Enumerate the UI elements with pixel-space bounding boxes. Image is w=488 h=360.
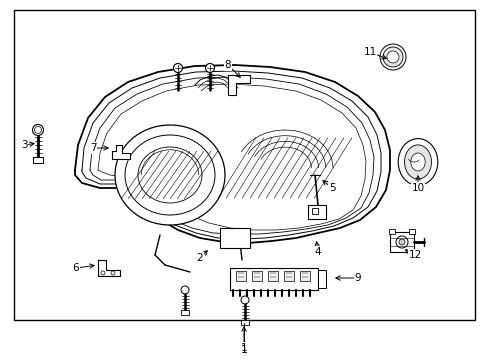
Circle shape bbox=[398, 239, 404, 245]
Bar bbox=[307, 205, 325, 219]
Polygon shape bbox=[90, 77, 373, 234]
Text: 10: 10 bbox=[410, 183, 424, 193]
Text: 4: 4 bbox=[314, 247, 321, 257]
Text: 8: 8 bbox=[224, 60, 231, 70]
Circle shape bbox=[395, 236, 407, 248]
Circle shape bbox=[101, 271, 105, 275]
Text: 9: 9 bbox=[354, 273, 361, 283]
Bar bbox=[236, 271, 245, 281]
Bar bbox=[389, 232, 413, 252]
Bar bbox=[241, 320, 248, 325]
Text: 12: 12 bbox=[407, 250, 421, 260]
Bar bbox=[408, 229, 414, 234]
Ellipse shape bbox=[115, 125, 224, 225]
Bar bbox=[284, 271, 293, 281]
Bar bbox=[267, 271, 278, 281]
Bar bbox=[251, 271, 262, 281]
Polygon shape bbox=[112, 145, 130, 159]
Bar bbox=[388, 229, 394, 234]
Ellipse shape bbox=[138, 147, 202, 203]
Bar bbox=[220, 228, 249, 248]
Bar bbox=[229, 268, 317, 290]
Circle shape bbox=[241, 296, 248, 304]
Text: 3: 3 bbox=[20, 140, 27, 150]
Text: 11: 11 bbox=[363, 47, 376, 57]
Bar bbox=[181, 310, 189, 315]
Polygon shape bbox=[98, 260, 120, 276]
Circle shape bbox=[181, 286, 189, 294]
Circle shape bbox=[386, 51, 398, 63]
Bar bbox=[317, 270, 325, 288]
Text: 7: 7 bbox=[89, 143, 96, 153]
Polygon shape bbox=[75, 65, 389, 243]
Bar bbox=[33, 157, 43, 163]
Polygon shape bbox=[227, 75, 249, 95]
Polygon shape bbox=[98, 84, 365, 230]
Bar bbox=[14, 10, 474, 320]
Text: 5: 5 bbox=[328, 183, 335, 193]
Circle shape bbox=[379, 44, 405, 70]
Text: 1: 1 bbox=[240, 345, 247, 355]
Ellipse shape bbox=[404, 145, 430, 179]
Ellipse shape bbox=[397, 139, 437, 185]
Circle shape bbox=[111, 271, 115, 275]
Circle shape bbox=[205, 63, 214, 72]
Text: 6: 6 bbox=[73, 263, 79, 273]
Text: 1: 1 bbox=[240, 343, 247, 353]
Bar bbox=[299, 271, 309, 281]
Circle shape bbox=[35, 126, 41, 134]
Ellipse shape bbox=[410, 153, 425, 171]
Text: 2: 2 bbox=[196, 253, 203, 263]
Circle shape bbox=[32, 125, 43, 135]
Ellipse shape bbox=[125, 135, 215, 215]
Bar bbox=[311, 208, 317, 214]
Polygon shape bbox=[82, 71, 380, 239]
Circle shape bbox=[173, 63, 182, 72]
Circle shape bbox=[382, 47, 402, 67]
